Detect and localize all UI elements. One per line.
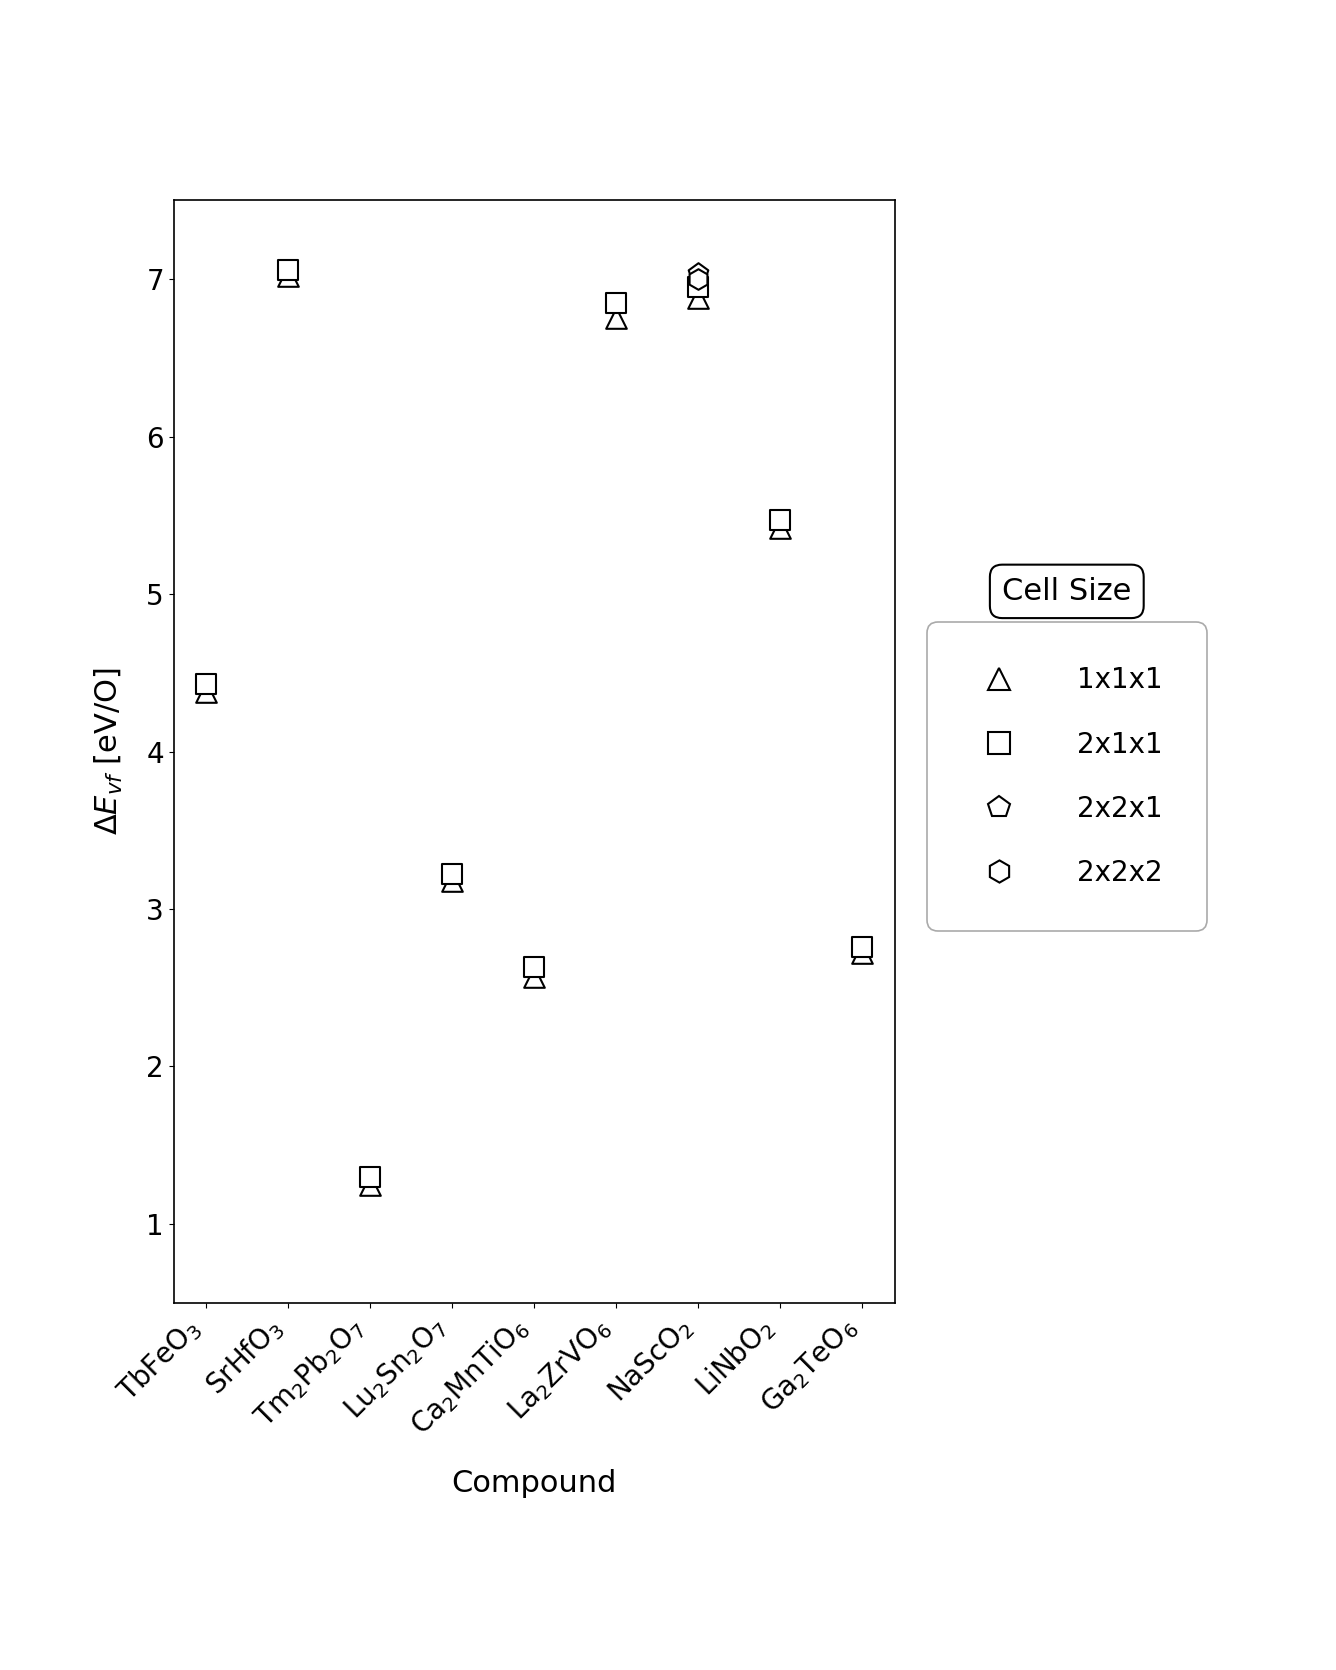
1x1x1 — [196, 678, 218, 705]
2x1x1 — [278, 256, 299, 282]
2x2x2 — [688, 266, 709, 292]
Text: Cell Size: Cell Size — [1002, 576, 1132, 606]
1x1x1 — [278, 262, 299, 289]
2x1x1 — [442, 862, 464, 888]
2x1x1 — [196, 670, 218, 696]
1x1x1 — [770, 514, 791, 541]
1x1x1 — [359, 1171, 381, 1197]
2x1x1 — [770, 506, 791, 533]
Legend: 1x1x1, 2x1x1, 2x2x1, 2x2x2: 1x1x1, 2x1x1, 2x2x1, 2x2x2 — [938, 633, 1196, 920]
X-axis label: Compound: Compound — [452, 1470, 617, 1498]
1x1x1 — [524, 964, 545, 990]
1x1x1 — [605, 306, 627, 332]
1x1x1 — [688, 284, 709, 311]
2x1x1 — [605, 289, 627, 316]
2x2x1 — [688, 259, 709, 286]
2x1x1 — [688, 274, 709, 301]
1x1x1 — [851, 940, 872, 967]
2x1x1 — [851, 934, 872, 960]
1x1x1 — [442, 867, 464, 893]
2x1x1 — [359, 1164, 381, 1191]
Y-axis label: $\Delta E_{vf}$ [eV/O]: $\Delta E_{vf}$ [eV/O] — [94, 668, 126, 835]
2x1x1 — [524, 954, 545, 980]
